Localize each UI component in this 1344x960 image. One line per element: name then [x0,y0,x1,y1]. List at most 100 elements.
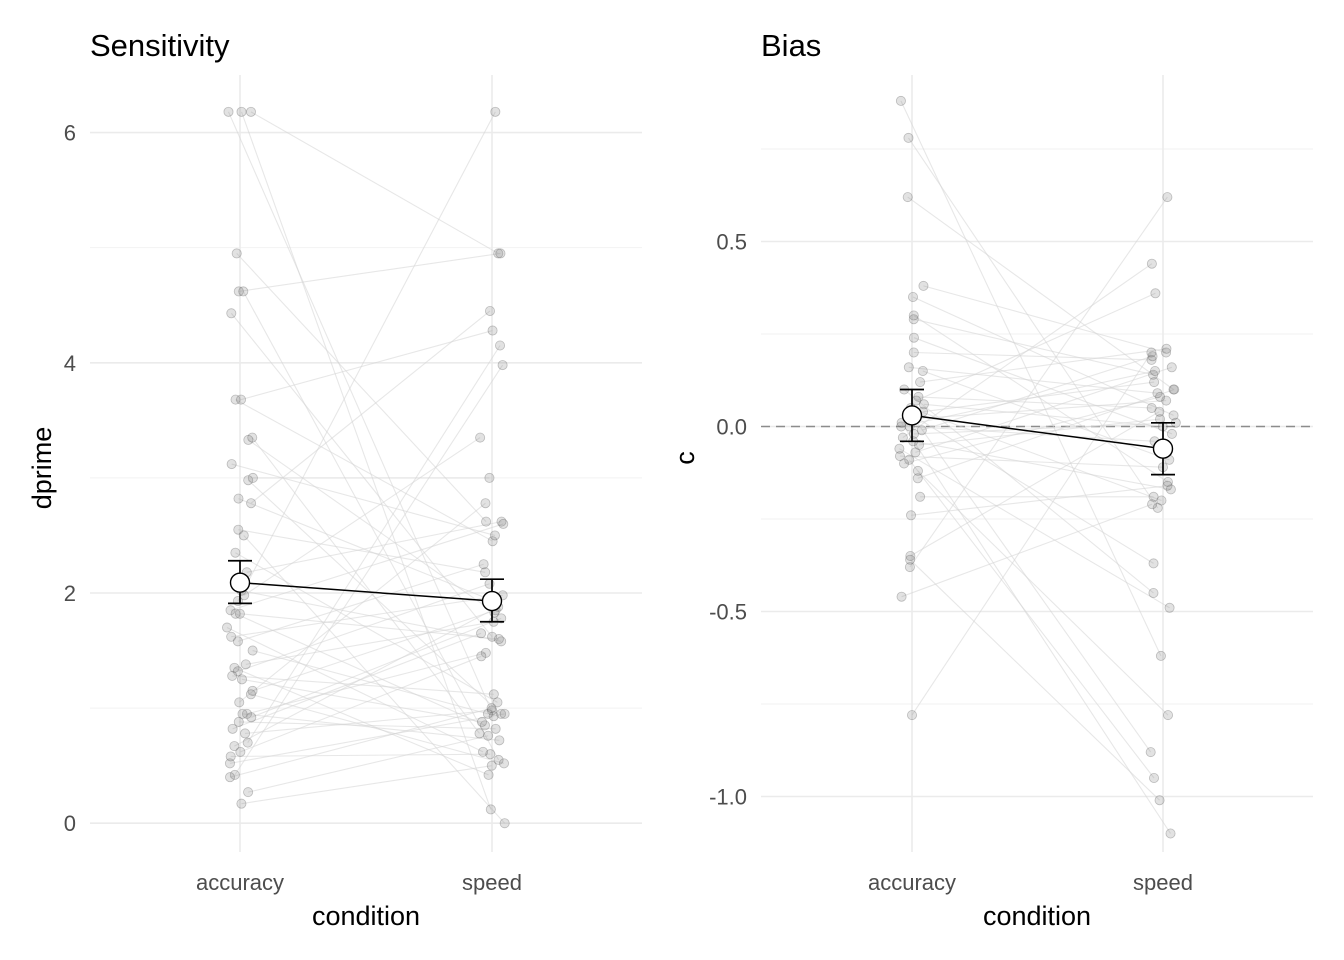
bias-x-tick-label-speed: speed [1133,870,1193,895]
bias-observation-point-speed [1166,362,1177,373]
bias-observation-point-accuracy [917,365,928,376]
sensitivity-x-axis-title: condition [312,901,420,931]
sensitivity-observation-point-accuracy [247,645,258,656]
sensitivity-observation-point-speed [496,636,507,647]
sensitivity-pair-line [250,111,499,254]
sensitivity-pair-line [245,621,494,665]
sensitivity-observation-point-accuracy [234,608,245,619]
sensitivity-observation-point-accuracy [246,498,257,509]
sensitivity-observation-point-speed [496,613,507,624]
bias-observation-point-accuracy [897,432,908,443]
bias-pair-line [913,337,1173,435]
bias-observation-point-accuracy [913,439,924,450]
sensitivity-observation-point-speed [494,735,505,746]
sensitivity-pair-line [237,111,496,602]
sensitivity-observation-point-speed [498,518,509,529]
sensitivity-observation-point-speed [487,325,498,336]
sensitivity-observation-point-speed [484,305,495,316]
sensitivity-observation-point-accuracy [247,472,258,483]
sensitivity-pair-line [241,765,492,805]
bias-observation-point-speed [1165,828,1176,839]
sensitivity-observation-point-accuracy [234,697,245,708]
sensitivity-observation-point-accuracy [223,106,234,117]
bias-pair-line [913,351,1152,361]
sensitivity-pair-line [235,552,498,703]
sensitivity-observation-point-speed [485,804,496,815]
bias-observation-point-accuracy [918,280,929,291]
bias-mean-point-speed [1152,438,1174,459]
sensitivity-observations [222,106,510,829]
bias-observation-point-accuracy [895,95,906,106]
sensitivity-observation-point-speed [484,472,495,483]
sensitivity-pair-line [243,437,481,596]
sensitivity-observation-point-accuracy [236,106,247,117]
bias-observation-point-speed [1154,795,1165,806]
sensitivity-observation-point-speed [486,703,497,714]
sensitivity-observation-point-accuracy [229,741,240,752]
sensitivity-observation-point-speed [496,708,507,719]
bias-observation-point-speed [1164,602,1175,613]
sensitivity-observation-point-accuracy [247,685,258,696]
sensitivity-observation-point-speed [475,432,486,443]
bias-mean-point-accuracy [901,405,923,426]
bias-pair-line [913,422,1176,435]
sensitivity-observation-point-speed [499,818,510,829]
bias-observation-point-speed [1146,354,1157,365]
sensitivity-x-tick-label-accuracy: accuracy [196,870,284,895]
bias-observation-point-speed [1152,388,1163,399]
sensitivity-pair-line [236,253,487,523]
bias-observation-point-speed [1166,428,1177,439]
sensitivity-pair-line [241,590,502,642]
sensitivity-y-tick-label: 0 [64,811,76,836]
sensitivity-pair-line [240,111,492,810]
bias-axis-ticks: -1.0 -0.5 0.0 0.5 accuracy speed [709,230,1193,896]
bias-observation-point-accuracy [905,554,916,565]
sensitivity-y-tick-label: 4 [64,351,76,376]
bias-observation-point-speed [1161,347,1172,358]
bias-y-tick-label: 0.5 [716,230,747,255]
sensitivity-observation-point-accuracy [245,689,256,700]
sensitivity-mean-point-accuracy [229,572,251,593]
sensitivity-observation-point-accuracy [233,524,244,535]
sensitivity-observation-point-accuracy [232,666,243,677]
sensitivity-pair-line [251,437,480,734]
sensitivity-observation-point-speed [482,708,493,719]
bias-observation-point-speed [1156,495,1167,506]
bias-observation-point-speed [1163,710,1174,721]
sensitivity-observation-point-speed [499,708,510,719]
bias-observation-point-speed [1146,258,1157,269]
sensitivity-observation-point-speed [493,634,504,645]
sensitivity-observation-point-accuracy [227,670,238,681]
sensitivity-observation-point-speed [483,769,494,780]
sensitivity-observation-point-speed [487,631,498,642]
bias-y-tick-label: -1.0 [709,785,747,810]
bias-observation-point-accuracy [908,347,919,358]
sensitivity-grid [90,75,642,852]
sensitivity-observation-point-speed [492,697,503,708]
sensitivity-observation-point-accuracy [238,286,249,297]
bias-observation-point-accuracy [912,465,923,476]
sensitivity-y-tick-label: 6 [64,121,76,146]
sensitivity-observation-point-accuracy [225,751,236,762]
sensitivity-pair-line [246,521,502,573]
bias-pair-line [923,285,1167,354]
bias-observation-point-accuracy [907,710,918,721]
bias-observation-point-speed [1146,402,1157,413]
sensitivity-observation-point-accuracy [240,659,251,670]
bias-observation-point-speed [1146,347,1157,358]
bias-observation-point-accuracy [903,132,914,143]
sensitivity-observation-point-speed [480,647,491,658]
bias-pair-line [911,415,1152,753]
sensitivity-pair-line [247,735,489,793]
sensitivity-observation-point-accuracy [233,493,244,504]
sensitivity-observation-point-speed [476,716,487,727]
sensitivity-pair-line [238,529,486,573]
sensitivity-pair-line [230,753,491,758]
sensitivity-observation-point-speed [498,758,509,769]
sensitivity-pair-line [229,713,505,764]
sensitivity-pair-line [248,439,495,614]
bias-observation-point-speed [1152,502,1163,513]
sensitivity-pair-line [234,364,504,776]
sensitivity-pair-line [229,707,492,778]
